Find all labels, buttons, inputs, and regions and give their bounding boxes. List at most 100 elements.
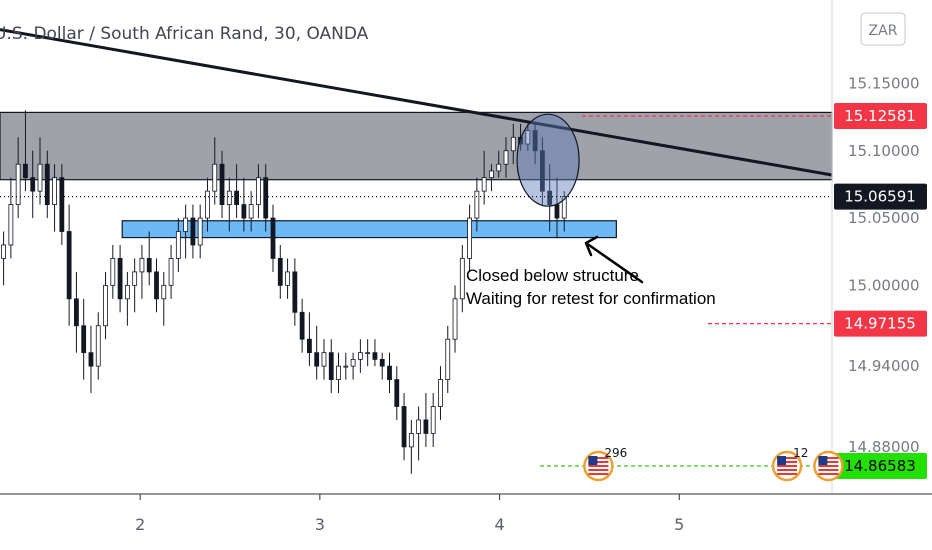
candle	[394, 366, 400, 420]
candle-body	[212, 163, 218, 192]
candle	[445, 325, 451, 394]
candle-body	[445, 338, 451, 380]
candle-body	[132, 271, 138, 286]
candle	[438, 366, 443, 420]
candle-body	[489, 170, 494, 179]
flag-stripe	[818, 465, 839, 467]
candle	[387, 352, 392, 394]
price-tag-text: 15.12581	[844, 107, 916, 125]
candle-body	[168, 258, 174, 286]
candle-body	[365, 352, 371, 355]
us-flag-event-icon[interactable]	[813, 450, 844, 482]
candle	[117, 244, 123, 313]
economic-events[interactable]: 296 12	[583, 446, 844, 482]
candle	[30, 150, 36, 219]
candle	[314, 325, 320, 380]
price-tag-text: 14.97155	[844, 315, 916, 333]
candle-body	[328, 352, 334, 380]
candle	[489, 164, 494, 192]
price-tag-text: 14.86583	[844, 457, 916, 475]
us-flag-event-icon[interactable]: 296	[583, 446, 627, 482]
candle-body	[430, 406, 436, 434]
trendline	[0, 28, 833, 177]
flag-canton	[588, 456, 598, 465]
overlay-layer	[0, 28, 833, 467]
flag-stripe	[588, 473, 609, 475]
candle-body	[1, 244, 6, 259]
us-flag-event-icon[interactable]: 12	[771, 446, 808, 482]
price-tick-label: 15.05000	[848, 209, 920, 227]
price-tick-label: 14.88000	[848, 438, 920, 456]
candle	[234, 164, 239, 219]
annotation-arrow	[584, 235, 644, 284]
price-labels: 15.12581 15.06591 14.97155 14.86583	[834, 103, 927, 479]
zone-gray-resistance	[0, 111, 833, 181]
price-tag-box	[834, 452, 927, 479]
candle	[372, 339, 378, 367]
candle-body	[226, 190, 232, 205]
candle	[168, 244, 174, 299]
candle-body	[525, 130, 531, 145]
candle-body	[394, 379, 400, 407]
candle	[321, 339, 327, 380]
candle-body	[307, 338, 312, 354]
time-tick-label: 2	[135, 515, 145, 534]
candle-body	[554, 204, 560, 219]
flag-stripe	[588, 465, 609, 467]
candle-body	[81, 325, 87, 354]
candle	[270, 204, 276, 272]
currency-button[interactable]: ZAR	[860, 12, 906, 46]
candle-body	[88, 352, 94, 367]
candle-body	[124, 284, 130, 300]
time-tick-label: 3	[315, 515, 325, 534]
candle-body	[183, 217, 189, 232]
candle-body	[547, 190, 553, 205]
candle-body	[474, 190, 480, 219]
price-tag: 15.12581	[834, 103, 927, 130]
flag-stripe	[777, 469, 798, 471]
price-tag: 14.97155	[834, 310, 927, 337]
candle	[146, 231, 152, 286]
candle-body	[161, 284, 167, 300]
candle	[161, 271, 167, 326]
candle	[212, 137, 218, 205]
candle	[277, 244, 283, 299]
candle-body	[66, 231, 72, 300]
candle	[52, 164, 57, 232]
candle-body	[379, 358, 385, 367]
candle-body	[103, 284, 108, 327]
candle-body	[256, 177, 261, 205]
candle	[481, 150, 487, 205]
candle	[452, 285, 458, 353]
currency-button-box	[860, 12, 906, 46]
candle-body	[110, 258, 116, 286]
candle	[132, 258, 138, 313]
price-axis[interactable]: 15.15000 15.10000 15.05000 15.00000 14.94000…	[848, 74, 920, 455]
candle	[205, 177, 210, 232]
candle	[299, 298, 305, 353]
candle	[15, 137, 21, 219]
candle-body	[59, 177, 65, 232]
candle-body	[277, 258, 283, 286]
candle-body	[372, 352, 378, 360]
candle-body	[423, 419, 429, 434]
candle	[307, 312, 312, 367]
candle	[540, 137, 545, 205]
flag-stripe	[818, 473, 839, 475]
candle-body	[95, 325, 101, 367]
candle-body	[74, 298, 79, 327]
candle	[430, 393, 436, 447]
candle	[95, 312, 101, 380]
candle-body	[139, 258, 145, 273]
flag-stripe	[588, 457, 609, 459]
price-tag-box	[834, 310, 927, 337]
time-axis[interactable]: 2 3 4 5	[135, 494, 684, 534]
candle	[23, 110, 28, 192]
candle-body	[205, 190, 210, 219]
candle	[285, 258, 290, 299]
candle-body	[44, 163, 50, 205]
candle	[37, 137, 43, 205]
candle	[44, 150, 50, 219]
candle-body	[299, 311, 305, 340]
